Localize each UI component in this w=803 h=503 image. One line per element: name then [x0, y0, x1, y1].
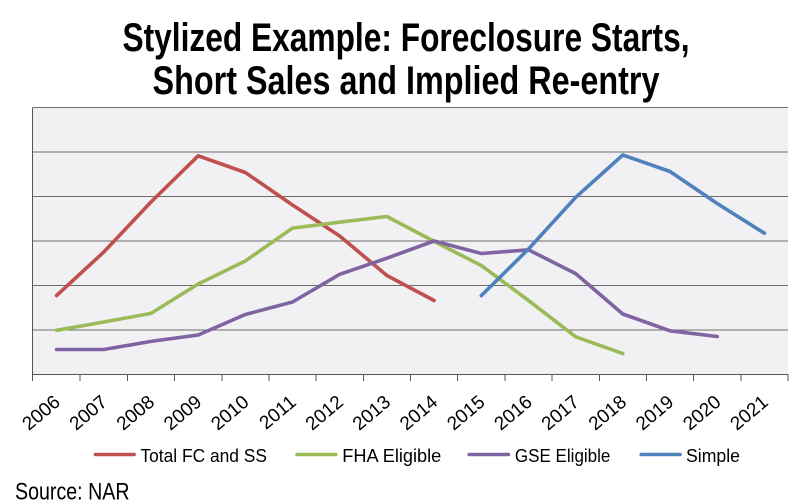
svg-text:2007: 2007: [66, 392, 112, 435]
svg-text:2009: 2009: [160, 392, 206, 435]
svg-text:GSE Eligible: GSE Eligible: [515, 446, 611, 466]
svg-text:2018: 2018: [585, 392, 631, 435]
svg-text:2013: 2013: [349, 392, 395, 435]
svg-text:Source: NAR: Source: NAR: [15, 479, 130, 503]
svg-text:Total FC and SS: Total FC and SS: [140, 446, 267, 466]
svg-text:2015: 2015: [443, 392, 489, 435]
svg-text:2011: 2011: [256, 392, 301, 434]
svg-text:Short Sales and Implied Re-ent: Short Sales and Implied Re-entry: [153, 59, 661, 103]
svg-text:Simple: Simple: [686, 446, 740, 466]
svg-text:FHA Eligible: FHA Eligible: [342, 446, 441, 466]
svg-text:2008: 2008: [113, 392, 159, 435]
svg-text:2016: 2016: [491, 392, 537, 435]
svg-text:Stylized Example: Foreclosure: Stylized Example: Foreclosure Starts,: [123, 16, 690, 60]
svg-text:2021: 2021: [727, 392, 773, 435]
svg-text:2017: 2017: [538, 392, 584, 435]
svg-text:2019: 2019: [632, 392, 678, 435]
svg-text:2020: 2020: [679, 392, 725, 435]
svg-text:2006: 2006: [19, 392, 65, 435]
svg-text:2012: 2012: [302, 392, 348, 435]
svg-text:2014: 2014: [396, 391, 442, 435]
svg-text:2010: 2010: [207, 392, 253, 435]
